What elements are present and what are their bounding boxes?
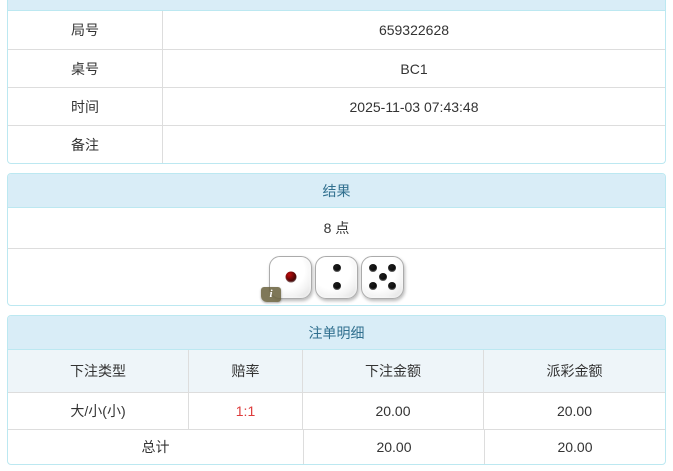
die-pip [369,263,378,272]
remark-label: 备注 [8,126,163,163]
bet-type-value: 大/小(小) [8,393,189,429]
die-pip [285,271,296,283]
table-row: 桌号 BC1 [8,49,665,87]
table-row: 时间 2025-11-03 07:43:48 [8,87,665,125]
total-bet-amount: 20.00 [304,430,485,464]
game-id-value: 659322628 [378,22,450,38]
game-id-label: 局号 [8,11,163,49]
total-payout: 20.00 [557,439,593,455]
die-pip [332,282,341,291]
table-number-value: BC1 [400,60,428,77]
table-row: 大/小(小) 1:1 20.00 20.00 [8,392,665,429]
odds-value: 1:1 [189,393,303,429]
table-row: 局号 659322628 [8,11,665,49]
table-number-label: 桌号 [8,50,163,87]
game-info-panel: 局号 659322628 桌号 BC1 时间 2025-11-03 07:43:… [7,0,666,164]
total-label: 总计 [8,430,304,464]
die-1: i [261,255,312,302]
die-pip [332,263,341,272]
die-pip [369,282,378,291]
column-header-payout: 派彩金额 [546,363,603,379]
remark-value [163,126,665,163]
time-label: 时间 [8,88,163,125]
result-points: 8 点 [323,220,350,236]
result-panel-title: 结果 [8,174,665,208]
bet-details-panel: 注单明细 下注类型 赔率 下注金额 派彩金额 大/小(小) 1:1 20.00 … [7,315,666,465]
column-header-bet-type: 下注类型 [8,350,189,392]
payout-value: 20.00 [556,403,593,419]
die-pip [378,273,387,281]
column-header-bet-amount: 下注金额 [303,350,484,392]
die-pip [387,282,396,291]
column-header-odds: 赔率 [189,350,303,392]
die-3 [361,255,404,299]
info-icon[interactable]: i [261,286,281,302]
dice-row: i [8,248,665,305]
die-pip [387,263,396,272]
die-2 [315,255,358,299]
bet-amount-value: 20.00 [303,393,484,429]
time-value: 2025-11-03 07:43:48 [349,98,479,115]
bet-details-panel-title: 注单明细 [8,316,665,350]
total-row: 总计 20.00 20.00 [8,429,665,464]
game-info-panel-header [8,0,665,11]
result-panel: 结果 8 点 i [7,173,666,306]
table-row: 备注 [8,125,665,163]
table-header-row: 下注类型 赔率 下注金额 派彩金额 [8,350,665,392]
